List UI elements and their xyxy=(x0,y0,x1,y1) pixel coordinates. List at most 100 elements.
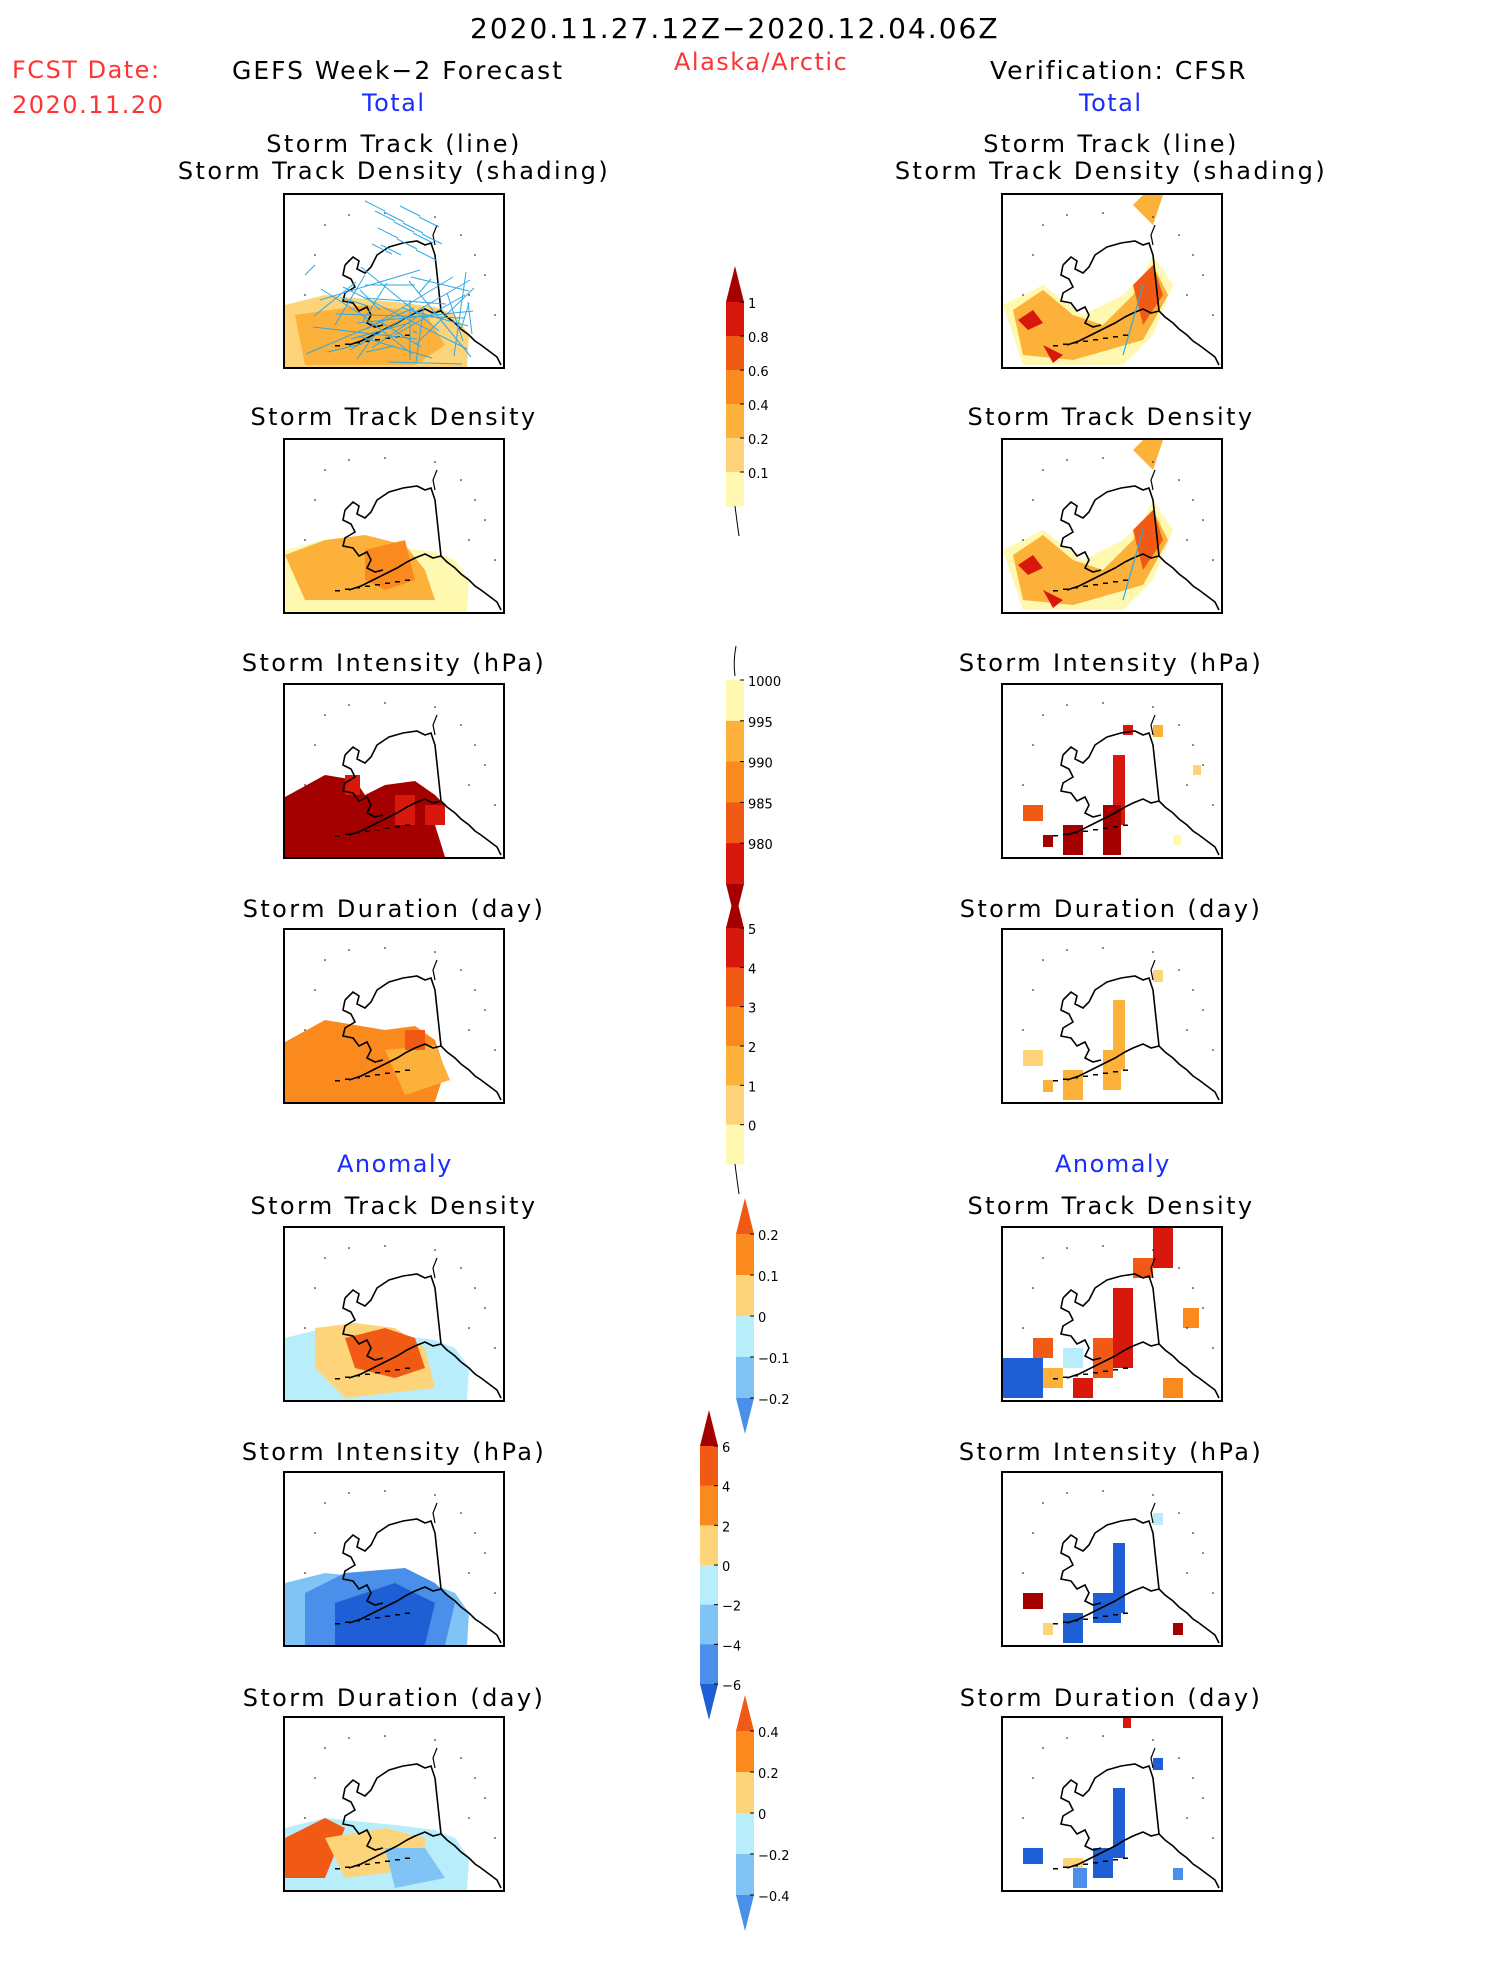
colorbar-tick-label: 985 xyxy=(748,797,773,812)
duration-block xyxy=(1063,1070,1083,1100)
graticule-dot xyxy=(384,1245,386,1247)
colorbar-svg: 1 0.8 0.6 0.4 0.2 0.1 xyxy=(726,266,769,537)
graticule-dot xyxy=(1212,559,1214,561)
graticule-dot xyxy=(434,1739,436,1741)
graticule-dot xyxy=(484,764,486,766)
density-shade xyxy=(1013,265,1168,360)
aleutian-island xyxy=(355,1865,360,1867)
graticule-dot xyxy=(1066,459,1068,461)
alaska-coastline xyxy=(1060,1518,1220,1644)
graticule-dot xyxy=(1186,539,1188,541)
colorbar-tick-label: 0.4 xyxy=(748,399,769,414)
anomaly-block xyxy=(1123,1718,1131,1728)
aleutian-island xyxy=(385,1072,390,1074)
colorbar-box xyxy=(726,1085,744,1126)
colorbar-box xyxy=(726,1006,744,1047)
left-anom-density-title: Storm Track Density xyxy=(250,1192,538,1220)
graticule-dot xyxy=(1066,1247,1068,1249)
colorbar-tick-label: −0.4 xyxy=(758,1890,790,1905)
colorbar-box xyxy=(726,404,744,439)
graticule-dot xyxy=(1066,704,1068,706)
anomaly-block xyxy=(1173,1868,1183,1880)
colorbar-box xyxy=(700,1565,718,1606)
right-anomaly-label: Anomaly xyxy=(1055,1150,1171,1178)
aleutian-island xyxy=(385,337,390,339)
graticule-dot xyxy=(494,1592,496,1594)
aleutian-island xyxy=(1083,1373,1088,1375)
colorbar-top-arrow xyxy=(726,266,744,302)
aleutian-island xyxy=(1123,334,1128,336)
colorbar-box xyxy=(726,680,744,722)
aleutian-island xyxy=(1063,1866,1068,1868)
aleutian-island xyxy=(1053,1378,1058,1380)
graticule-dot xyxy=(1178,1267,1180,1269)
alaska-coastline xyxy=(342,1763,502,1889)
graticule-dot xyxy=(494,1837,496,1839)
aleutian-island xyxy=(1063,1376,1068,1378)
map-cfsr-duration xyxy=(1001,928,1223,1104)
aleutian-island xyxy=(1093,1074,1098,1076)
colorbar-bottom-arrow xyxy=(736,1398,754,1434)
aleutian-island xyxy=(1113,336,1118,338)
aleutian-island xyxy=(355,587,360,589)
graticule-dot xyxy=(1022,294,1024,296)
coastline-north xyxy=(432,714,438,736)
region-label: Alaska/Arctic xyxy=(674,48,849,76)
colorbar-density: 1 0.8 0.6 0.4 0.2 0.1 xyxy=(726,266,806,546)
graticule-dot xyxy=(1042,1747,1044,1749)
colorbar-anom-intensity: 6 4 2 0 −2 −4 −6 xyxy=(700,1410,780,1760)
colorbar-svg: 0.2 0.1 0 −0.1 −0.2 xyxy=(736,1198,790,1434)
aleutian-island xyxy=(345,343,350,345)
graticule-dot xyxy=(1202,274,1204,276)
colorbar-box xyxy=(736,1234,754,1276)
aleutian-island xyxy=(1113,1369,1118,1371)
graticule-dot xyxy=(1178,969,1180,971)
aleutian-island xyxy=(375,584,380,586)
graticule-dot xyxy=(484,1797,486,1799)
aleutian-island xyxy=(1103,337,1108,339)
left-track-shading-title: Storm Track Density (shading) xyxy=(177,157,611,185)
storm-track-line xyxy=(371,243,393,255)
graticule-dot xyxy=(1192,989,1194,991)
aleutian-island xyxy=(1083,1075,1088,1077)
aleutian-island xyxy=(1083,340,1088,342)
graticule-dot xyxy=(1186,784,1188,786)
aleutian-island xyxy=(375,1074,380,1076)
graticule-dot xyxy=(1102,1490,1104,1492)
graticule-dot xyxy=(484,519,486,521)
colorbar-box xyxy=(726,928,744,968)
colorbar-tail-line xyxy=(734,1163,740,1195)
storm-track-line xyxy=(418,216,440,228)
graticule-dot xyxy=(494,559,496,561)
aleutian-island xyxy=(355,342,360,344)
alaska-coastline xyxy=(1060,975,1220,1101)
aleutian-island xyxy=(1053,835,1058,837)
graticule-dot xyxy=(384,947,386,949)
graticule-dot xyxy=(1192,1532,1194,1534)
intensity-block xyxy=(1193,765,1201,775)
aleutian-island xyxy=(355,1375,360,1377)
anomaly-block xyxy=(1003,1358,1043,1398)
storm-track-line xyxy=(360,266,440,332)
aleutian-island xyxy=(335,1868,340,1870)
aleutian-island xyxy=(1123,1857,1128,1859)
right-column-title: Verification: CFSR xyxy=(990,56,1248,85)
colorbar-tick-label: 2 xyxy=(748,1041,756,1056)
aleutian-island xyxy=(395,826,400,828)
aleutian-island xyxy=(1123,824,1128,826)
aleutian-island xyxy=(1073,832,1078,834)
graticule-dot xyxy=(304,1572,306,1574)
graticule-dot xyxy=(474,1777,476,1779)
right-track-line-title: Storm Track (line) xyxy=(983,130,1239,158)
density-shade xyxy=(1018,555,1043,575)
aleutian-island xyxy=(335,1623,340,1625)
graticule-dot xyxy=(304,1029,306,1031)
graticule-dot xyxy=(324,959,326,961)
aleutian-island xyxy=(1103,1615,1108,1617)
storm-track-line xyxy=(365,345,395,353)
graticule-dot xyxy=(1152,706,1154,708)
alaska-coastline xyxy=(342,730,502,856)
coastline-north xyxy=(432,1747,438,1769)
aleutian-island xyxy=(1093,829,1098,831)
graticule-dot xyxy=(324,714,326,716)
